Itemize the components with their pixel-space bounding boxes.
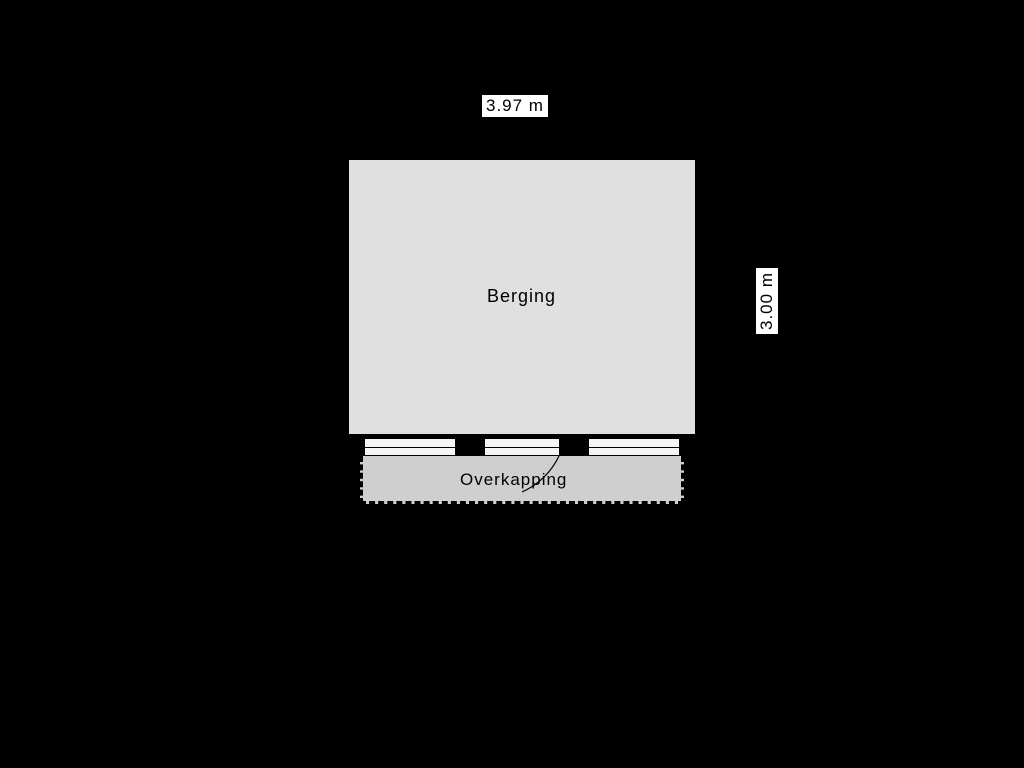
wall-pillar [559,438,589,456]
dimension-height-label: 3.00 m [755,267,779,335]
wall-opening [365,438,455,456]
wall-door-opening [485,438,559,456]
room-overkapping-label: Overkapping [460,470,567,490]
room-berging-label: Berging [487,286,556,307]
wall-pillar [455,438,485,456]
floorplan-canvas: 3.97 m 3.00 m Berging Overkapping [0,0,1024,768]
dimension-width-label: 3.97 m [481,94,549,118]
wall-opening [589,438,679,456]
wall-pillar [679,438,699,456]
wall-pillar [345,438,365,456]
